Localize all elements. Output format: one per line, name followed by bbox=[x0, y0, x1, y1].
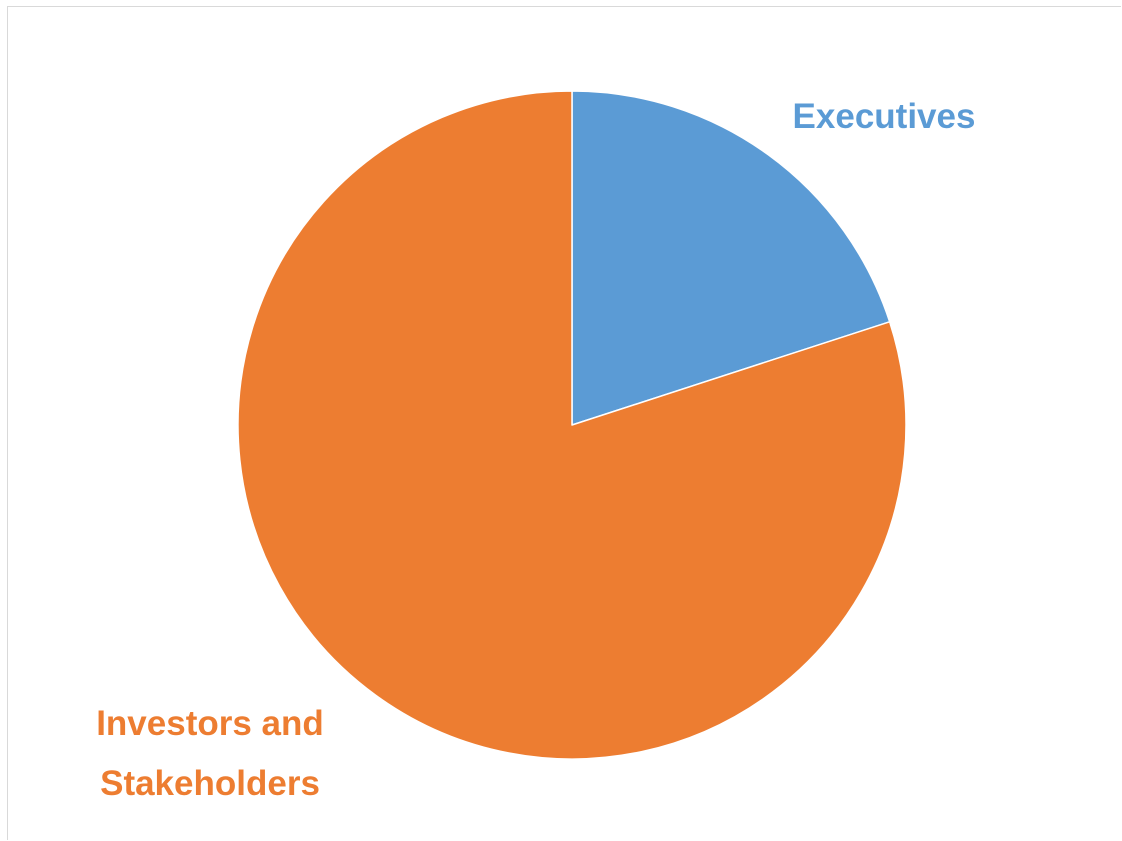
slice-labels: Executives Investors and Stakeholders bbox=[96, 97, 975, 803]
slice-label-investors-and-stakeholders: Investors and Stakeholders bbox=[96, 704, 324, 803]
slice-label-line: Stakeholders bbox=[100, 764, 320, 803]
slice-label-executives: Executives bbox=[793, 97, 976, 136]
pie-slice-investors-and-stakeholders bbox=[237, 90, 907, 760]
slice-label-line: Executives bbox=[793, 97, 976, 136]
pie-slice-executives bbox=[571, 90, 891, 426]
pie-slices bbox=[237, 90, 907, 760]
slice-label-line: Investors and bbox=[96, 704, 324, 743]
